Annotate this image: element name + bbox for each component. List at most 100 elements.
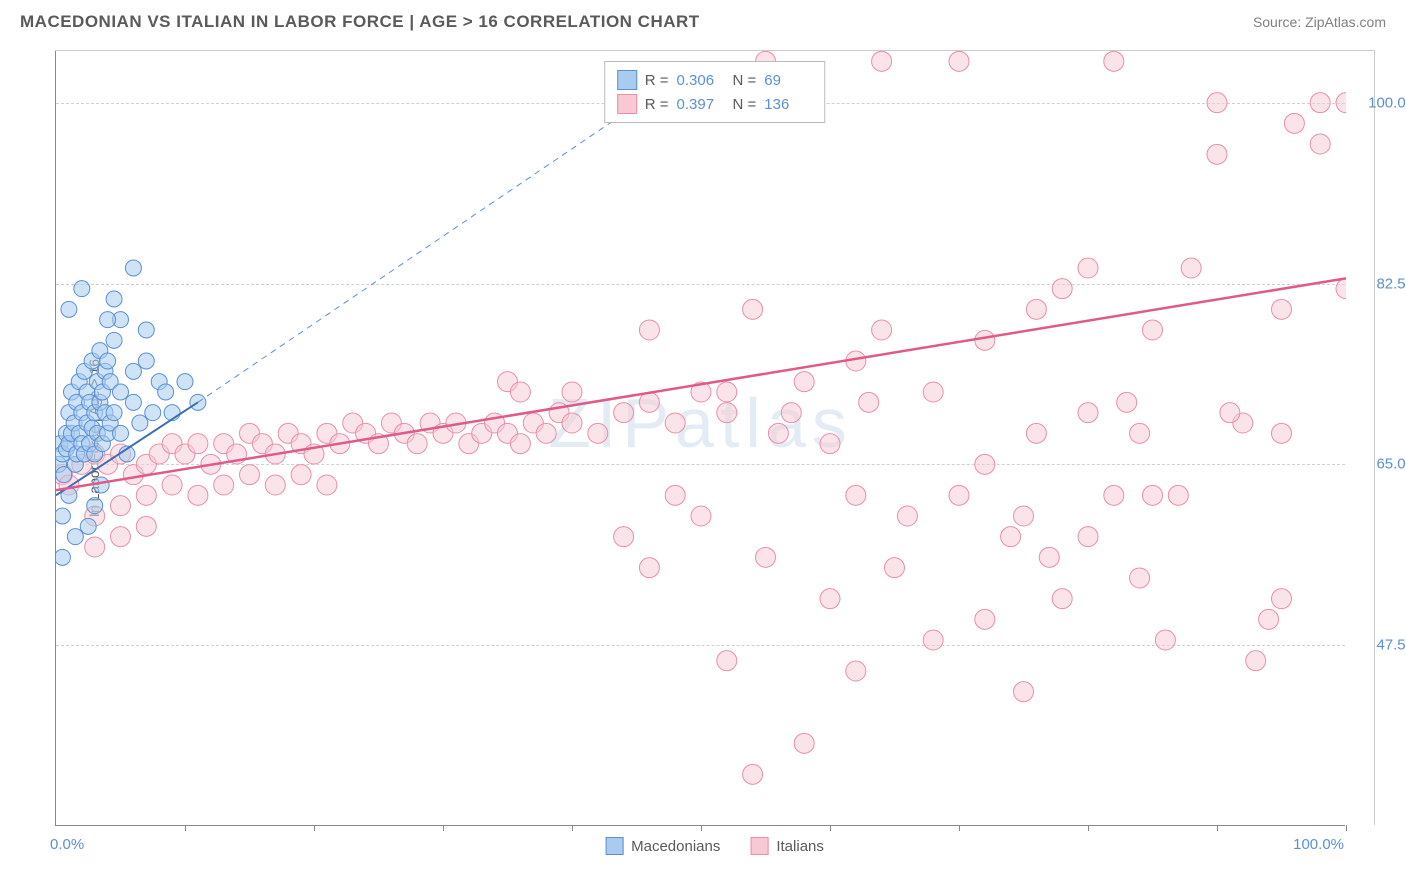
point-macedonian [100,312,116,328]
stats-r-label: R = [645,96,669,113]
point-macedonian [132,415,148,431]
point-italian [1117,392,1137,412]
point-italian [897,506,917,526]
y-tick-label: 65.0% [1359,456,1406,473]
point-macedonian [138,353,154,369]
point-italian [1014,682,1034,702]
point-italian [794,372,814,392]
y-tick-label: 100.0% [1359,94,1406,111]
point-italian [1259,609,1279,629]
point-italian [1052,589,1072,609]
point-italian [975,330,995,350]
legend-label-it: Italians [776,838,824,855]
point-italian [265,475,285,495]
point-macedonian [74,281,90,297]
point-italian [1220,403,1240,423]
point-italian [614,403,634,423]
point-macedonian [125,394,141,410]
stats-row-italian: R = 0.397 N = 136 [617,92,813,116]
point-italian [111,527,131,547]
point-italian [214,475,234,495]
point-italian [949,485,969,505]
legend-swatch-pink [750,837,768,855]
point-italian [1310,134,1330,154]
legend-item-macedonians: Macedonians [605,837,720,855]
point-italian [1026,423,1046,443]
point-italian [975,609,995,629]
point-italian [794,733,814,753]
point-italian [743,764,763,784]
legend-item-italians: Italians [750,837,824,855]
point-italian [885,558,905,578]
point-italian [975,454,995,474]
stats-r-mac: 0.306 [677,72,725,89]
point-italian [717,382,737,402]
point-italian [923,382,943,402]
stats-r-label: R = [645,72,669,89]
point-italian [1078,527,1098,547]
x-axis-label-left: 0.0% [50,836,84,853]
point-italian [536,423,556,443]
point-italian [872,51,892,71]
point-italian [872,320,892,340]
point-italian [1078,258,1098,278]
point-italian [562,413,582,433]
point-italian [588,423,608,443]
stats-swatch-pink [617,94,637,114]
point-macedonian [67,529,83,545]
point-macedonian [145,405,161,421]
x-axis-label-right: 100.0% [1293,836,1344,853]
point-italian [1284,113,1304,133]
chart-source: Source: ZipAtlas.com [1253,14,1386,30]
point-italian [859,392,879,412]
point-macedonian [177,374,193,390]
point-italian [768,423,788,443]
point-macedonian [158,384,174,400]
point-italian [136,485,156,505]
point-italian [1272,589,1292,609]
point-macedonian [106,291,122,307]
point-italian [614,527,634,547]
point-italian [923,630,943,650]
legend-bottom: Macedonians Italians [605,837,824,855]
point-italian [820,434,840,454]
chart-title: MACEDONIAN VS ITALIAN IN LABOR FORCE | A… [20,12,700,32]
point-macedonian [106,332,122,348]
point-italian [1104,51,1124,71]
point-italian [639,558,659,578]
point-italian [1014,506,1034,526]
point-italian [1336,279,1346,299]
point-italian [510,382,530,402]
stats-n-it: 136 [764,96,812,113]
point-italian [85,537,105,557]
point-italian [1207,144,1227,164]
y-tick-label: 82.5% [1359,275,1406,292]
stats-n-label: N = [733,96,757,113]
point-italian [1026,299,1046,319]
point-italian [820,589,840,609]
point-italian [717,403,737,423]
point-italian [949,51,969,71]
trendline [56,278,1346,490]
point-italian [1143,320,1163,340]
stats-box: R = 0.306 N = 69 R = 0.397 N = 136 [604,61,826,123]
point-italian [1310,93,1330,113]
point-italian [1246,651,1266,671]
point-italian [1207,93,1227,113]
legend-swatch-blue [605,837,623,855]
chart-container: ZIPatlas In Labor Force | Age > 16 0.0% … [55,50,1375,825]
point-italian [1130,423,1150,443]
point-italian [1168,485,1188,505]
point-macedonian [93,477,109,493]
point-italian [846,661,866,681]
point-macedonian [125,363,141,379]
point-italian [188,485,208,505]
point-italian [1143,485,1163,505]
point-italian [188,434,208,454]
point-italian [111,496,131,516]
point-italian [1272,299,1292,319]
point-italian [756,547,776,567]
point-macedonian [113,425,129,441]
point-macedonian [56,508,70,524]
point-italian [781,403,801,423]
